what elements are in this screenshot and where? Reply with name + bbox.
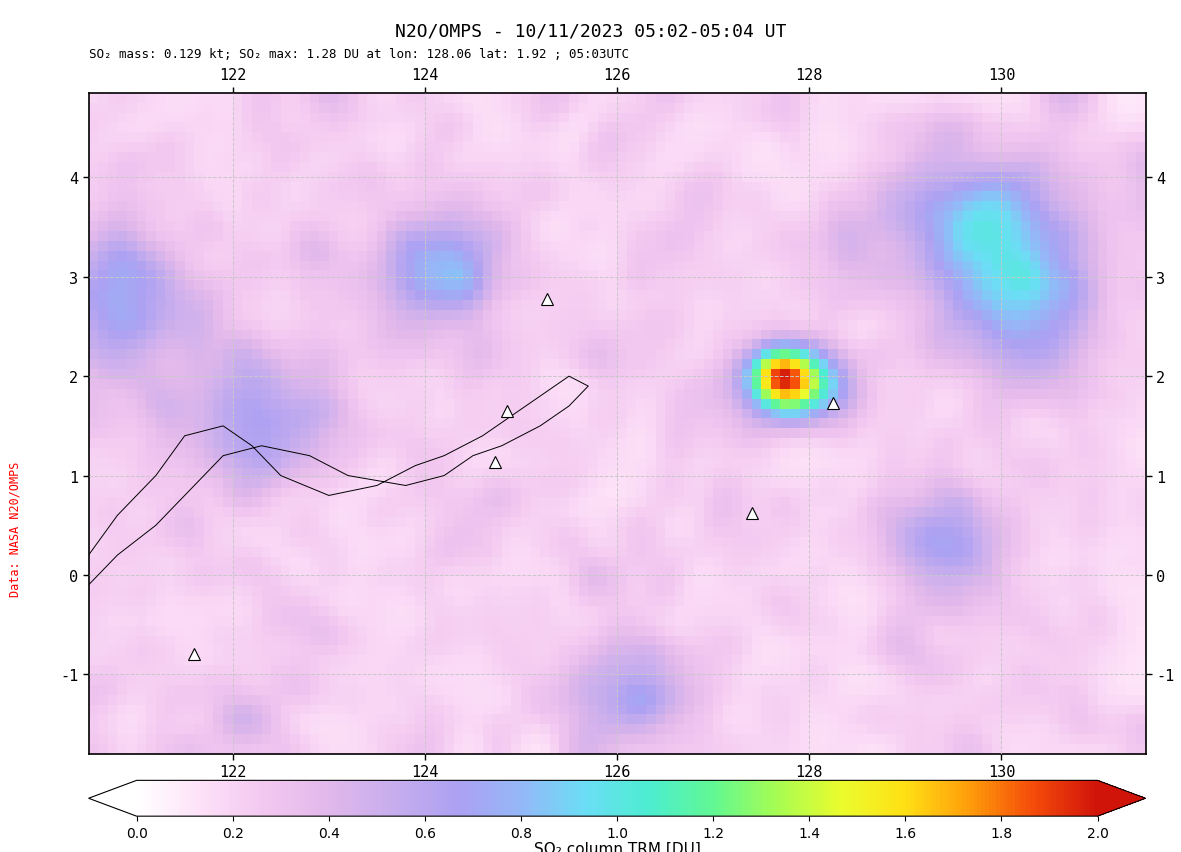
PathPatch shape (1097, 780, 1146, 816)
Text: Data: NASA N20/OMPS: Data: NASA N20/OMPS (8, 461, 22, 596)
PathPatch shape (89, 780, 137, 816)
Text: SO₂ mass: 0.129 kt; SO₂ max: 1.28 DU at lon: 128.06 lat: 1.92 ; 05:03UTC: SO₂ mass: 0.129 kt; SO₂ max: 1.28 DU at … (89, 49, 628, 61)
X-axis label: SO₂ column TRM [DU]: SO₂ column TRM [DU] (534, 841, 700, 852)
Text: N2O/OMPS - 10/11/2023 05:02-05:04 UT: N2O/OMPS - 10/11/2023 05:02-05:04 UT (394, 23, 787, 41)
